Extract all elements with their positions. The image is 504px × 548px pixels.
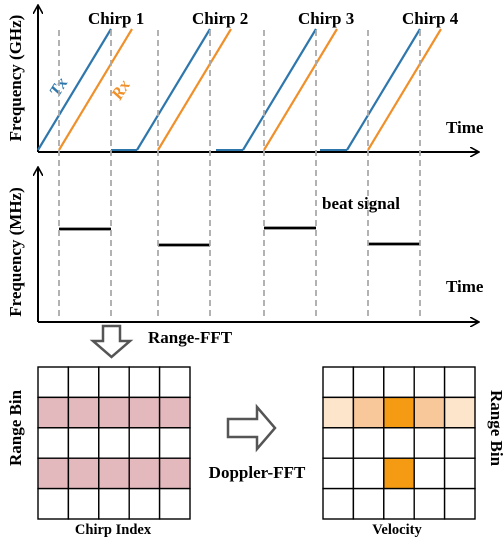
rx-chirp-2 [157,28,232,151]
beat-signal-label: beat signal [322,194,400,213]
range-fft-down-arrow-icon [89,324,134,359]
rx-chirp-3 [263,28,338,151]
chirp-lines [37,28,442,151]
left-grid-cell-r2-c3 [128,427,161,459]
range-fft-arrow: Range-FFT [89,324,233,359]
right-grid-cell-r2-c0 [322,427,355,459]
right-grid-cell-r1-c1 [352,396,385,429]
left-grid-cell-r2-c1 [67,427,100,459]
range-fft-label: Range-FFT [148,328,233,347]
right-grid-cell-r3-c0 [322,457,355,490]
right-grid-cell-r2-c2 [383,427,415,459]
right-grid-cell-r1-c2 [383,396,415,429]
left-grid-cell-r3-c1 [67,457,100,490]
left-grid: Range Bin Chirp Index [6,366,191,538]
right-grid-x-label: Velocity [372,522,422,538]
left-grid-cell-r0-c2 [98,366,130,399]
right-grid-cell-r1-c3 [413,396,446,429]
left-grid-cell-r1-c1 [67,396,100,429]
left-grid-cell-r4-c4 [158,487,191,520]
right-grid-cell-r3-c1 [352,457,385,490]
chirp-4-label: Chirp 4 [402,9,459,28]
doppler-fft-arrow: Doppler-FFT [209,403,306,482]
left-grid-cell-r1-c2 [98,396,130,429]
left-grid-cell-r0-c1 [67,366,100,399]
tx-chirp-1 [37,28,112,151]
top-x-axis-label: Time [446,118,484,137]
beat-lines [59,226,420,247]
bottom-y-axis-label: Frequency (MHz) [6,187,25,317]
doppler-fft-label: Doppler-FFT [209,463,306,482]
left-grid-cell-r4-c2 [98,487,130,520]
left-grid-cell-r4-c3 [128,487,161,520]
right-grid-cell-r4-c2 [383,487,415,520]
right-grid-cell-r1-c4 [443,396,476,429]
tx-chirp-2 [136,28,211,151]
right-grid-cells [322,366,476,520]
right-grid-cell-r3-c2 [383,457,415,490]
left-grid-cell-r2-c0 [37,427,70,459]
left-grid-cell-r3-c4 [158,457,191,490]
right-grid-cell-r3-c3 [413,457,446,490]
left-grid-cell-r0-c4 [158,366,191,399]
right-grid-cell-r2-c3 [413,427,446,459]
tx-label: Tx [45,74,71,101]
rx-chirp-1 [58,28,133,151]
right-grid-cell-r2-c1 [352,427,385,459]
right-grid-cell-r3-c4 [443,457,476,490]
tx-chirp-3 [242,28,317,151]
left-grid-cells [37,366,191,520]
chirp-2-label: Chirp 2 [192,9,248,28]
right-grid-cell-r0-c0 [322,366,355,399]
right-grid-cell-r0-c4 [443,366,476,399]
rx-chirp-4 [367,28,442,151]
chirp-1-label: Chirp 1 [88,9,144,28]
left-grid-cell-r0-c3 [128,366,161,399]
left-grid-cell-r2-c4 [158,427,191,459]
right-grid-cell-r1-c0 [322,396,355,429]
right-grid-cell-r4-c0 [322,487,355,520]
top-y-axis-label: Frequency (GHz) [6,15,25,142]
right-grid-cell-r0-c3 [413,366,446,399]
left-grid-cell-r0-c0 [37,366,70,399]
guide-lines [58,30,421,320]
left-grid-cell-r3-c3 [128,457,161,490]
right-grid-y-label: Range Bin [487,390,504,467]
right-grid-cell-r4-c3 [413,487,446,520]
left-grid-cell-r4-c1 [67,487,100,520]
right-grid-cell-r4-c1 [352,487,385,520]
left-grid-cell-r1-c3 [128,396,161,429]
right-grid-cell-r2-c4 [443,427,476,459]
left-grid-x-label: Chirp Index [75,522,152,538]
doppler-fft-right-arrow-icon [226,403,277,453]
right-grid: Range Bin Velocity [322,366,504,538]
right-grid-cell-r4-c4 [443,487,476,520]
top-plot: Frequency (GHz) Time Chirp 1 Chirp 2 Chi… [6,6,484,152]
left-grid-cell-r3-c0 [37,457,70,490]
left-grid-cell-r1-c4 [158,396,191,429]
left-grid-cell-r4-c0 [37,487,70,520]
right-grid-cell-r0-c1 [352,366,385,399]
tx-chirp-4 [346,28,421,151]
chirp-3-label: Chirp 3 [298,9,354,28]
left-grid-cell-r1-c0 [37,396,70,429]
bottom-x-axis-label: Time [446,277,484,296]
right-grid-cell-r0-c2 [383,366,415,399]
bottom-plot: Frequency (MHz) Time beat signal [6,168,484,322]
left-grid-y-label: Range Bin [6,389,25,466]
left-grid-cell-r2-c2 [98,427,130,459]
left-grid-cell-r3-c2 [98,457,130,490]
